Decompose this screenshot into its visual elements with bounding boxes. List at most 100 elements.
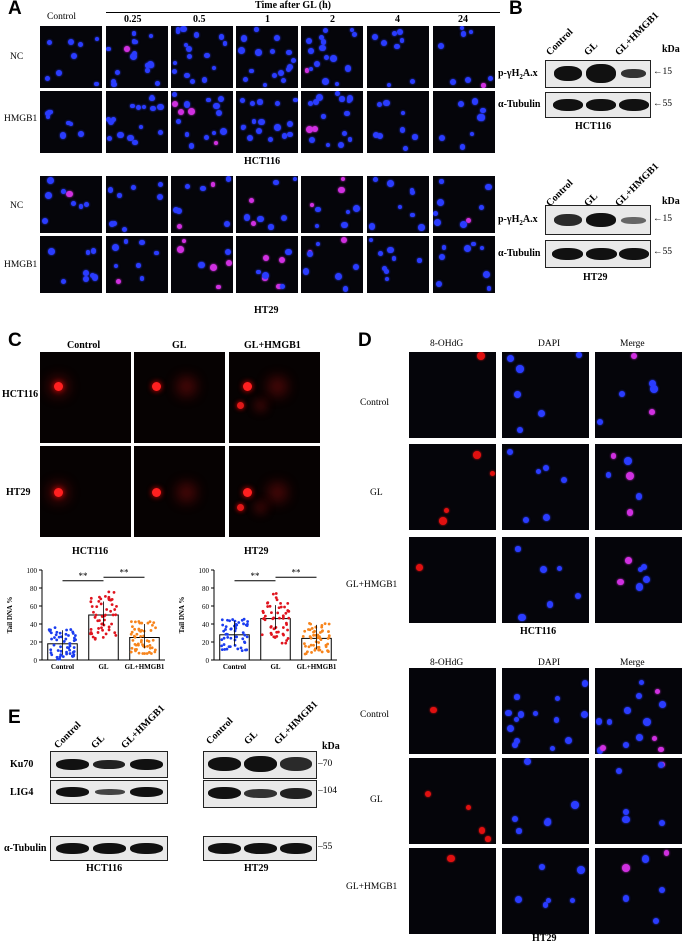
cell-nucleus — [384, 269, 389, 275]
data-point — [69, 628, 73, 631]
data-point — [114, 633, 118, 637]
b1-arrow-55: ←55 — [653, 99, 672, 109]
data-point — [61, 655, 65, 659]
data-point — [245, 635, 249, 639]
cell-nucleus — [319, 44, 327, 52]
data-point — [318, 648, 322, 652]
micro-a-hct116-nc-0 — [40, 26, 102, 88]
data-point — [135, 632, 139, 636]
data-point — [268, 604, 272, 608]
comet-head — [243, 382, 252, 391]
cell-nucleus — [262, 254, 269, 261]
data-point — [99, 597, 103, 601]
cell-nucleus — [133, 39, 138, 45]
data-point — [59, 635, 63, 639]
cell-nucleus — [641, 563, 648, 570]
cell-nucleus — [410, 212, 415, 217]
data-point — [72, 646, 76, 649]
cell-nucleus — [111, 81, 117, 88]
cell-nucleus — [384, 276, 389, 281]
cell-nucleus — [341, 177, 346, 182]
cell-nucleus — [237, 47, 245, 55]
data-point — [236, 647, 240, 651]
cell-nucleus — [458, 100, 464, 107]
b1-band — [586, 99, 616, 111]
data-point — [89, 631, 93, 634]
cell-nucleus — [444, 507, 450, 513]
cell-nucleus — [83, 269, 90, 276]
cell-nucleus — [136, 263, 141, 268]
b1-arrow-15: ←15 — [653, 67, 672, 77]
cell-nucleus — [570, 801, 579, 809]
cell-nucleus — [314, 223, 320, 229]
data-point — [261, 609, 265, 613]
e2-blot-lig4 — [203, 780, 317, 808]
b2-protein-tubulin: α-Tubulin — [498, 248, 541, 259]
e1-protein-tubulin: α-Tubulin — [4, 843, 47, 854]
cell-nucleus — [368, 223, 376, 230]
data-point — [276, 611, 280, 615]
data-point — [287, 616, 291, 620]
cell-nucleus — [258, 118, 265, 126]
cell-nucleus — [399, 127, 406, 133]
row-label-nc-hct116: NC — [10, 52, 24, 62]
cell-nucleus — [188, 108, 196, 116]
data-point — [107, 590, 111, 594]
b2-band — [586, 248, 617, 260]
micro-a-ht29-nc-1 — [106, 176, 168, 233]
cell-nucleus — [138, 124, 144, 130]
data-point — [59, 645, 62, 649]
d1-col-dapi: DAPI — [538, 339, 561, 349]
control-column-label: Control — [47, 12, 77, 22]
cell-nucleus — [130, 104, 135, 109]
cell-nucleus — [78, 130, 85, 137]
cell-nucleus — [286, 49, 292, 55]
cell-nucleus — [131, 139, 138, 146]
data-point — [74, 634, 77, 637]
cell-nucleus — [278, 69, 285, 76]
cell-nucleus — [270, 48, 276, 54]
micro-a-ht29-nc-5 — [367, 176, 429, 233]
cell-nucleus — [175, 30, 181, 35]
cell-nucleus — [377, 133, 384, 140]
cell-nucleus — [542, 902, 548, 908]
cell-nucleus — [188, 143, 194, 149]
cell-nucleus — [635, 733, 643, 741]
data-point — [309, 643, 313, 647]
time-header-line — [106, 12, 500, 13]
data-point — [107, 595, 111, 599]
b2-arrow-15: ←15 — [653, 214, 672, 224]
data-point — [324, 645, 328, 649]
cell-nucleus — [183, 72, 190, 79]
micro-a-hct116-hmgb1-2 — [171, 91, 233, 153]
cell-nucleus — [222, 41, 227, 46]
cell-nucleus — [209, 264, 217, 271]
data-point — [110, 603, 114, 607]
data-point — [221, 623, 225, 627]
cell-nucleus — [285, 66, 292, 73]
b1-band — [553, 99, 583, 111]
b1-kda: kDa — [662, 44, 680, 55]
cell-nucleus — [345, 209, 350, 214]
b2-band — [552, 248, 583, 260]
micro-a-ht29-nc-2 — [171, 176, 233, 233]
data-point — [95, 605, 99, 609]
cell-nucleus — [145, 68, 150, 73]
data-point — [246, 620, 250, 623]
cell-nucleus — [337, 186, 345, 194]
cell-nucleus — [433, 211, 439, 217]
cell-nucleus — [658, 701, 666, 709]
data-point — [262, 617, 266, 621]
time-label-1: 0.5 — [193, 14, 206, 25]
y-tick-label: 0 — [34, 657, 38, 665]
data-point — [222, 636, 226, 640]
cell-nucleus — [511, 816, 518, 823]
data-point — [260, 633, 264, 637]
data-point — [224, 628, 227, 631]
cell-nucleus — [606, 719, 613, 725]
cell-nucleus — [635, 493, 642, 500]
micro-a-ht29-hmgb1-0 — [40, 236, 102, 293]
data-point — [89, 600, 93, 604]
cell-nucleus — [400, 110, 405, 115]
time-label-0: 0.25 — [124, 14, 142, 25]
